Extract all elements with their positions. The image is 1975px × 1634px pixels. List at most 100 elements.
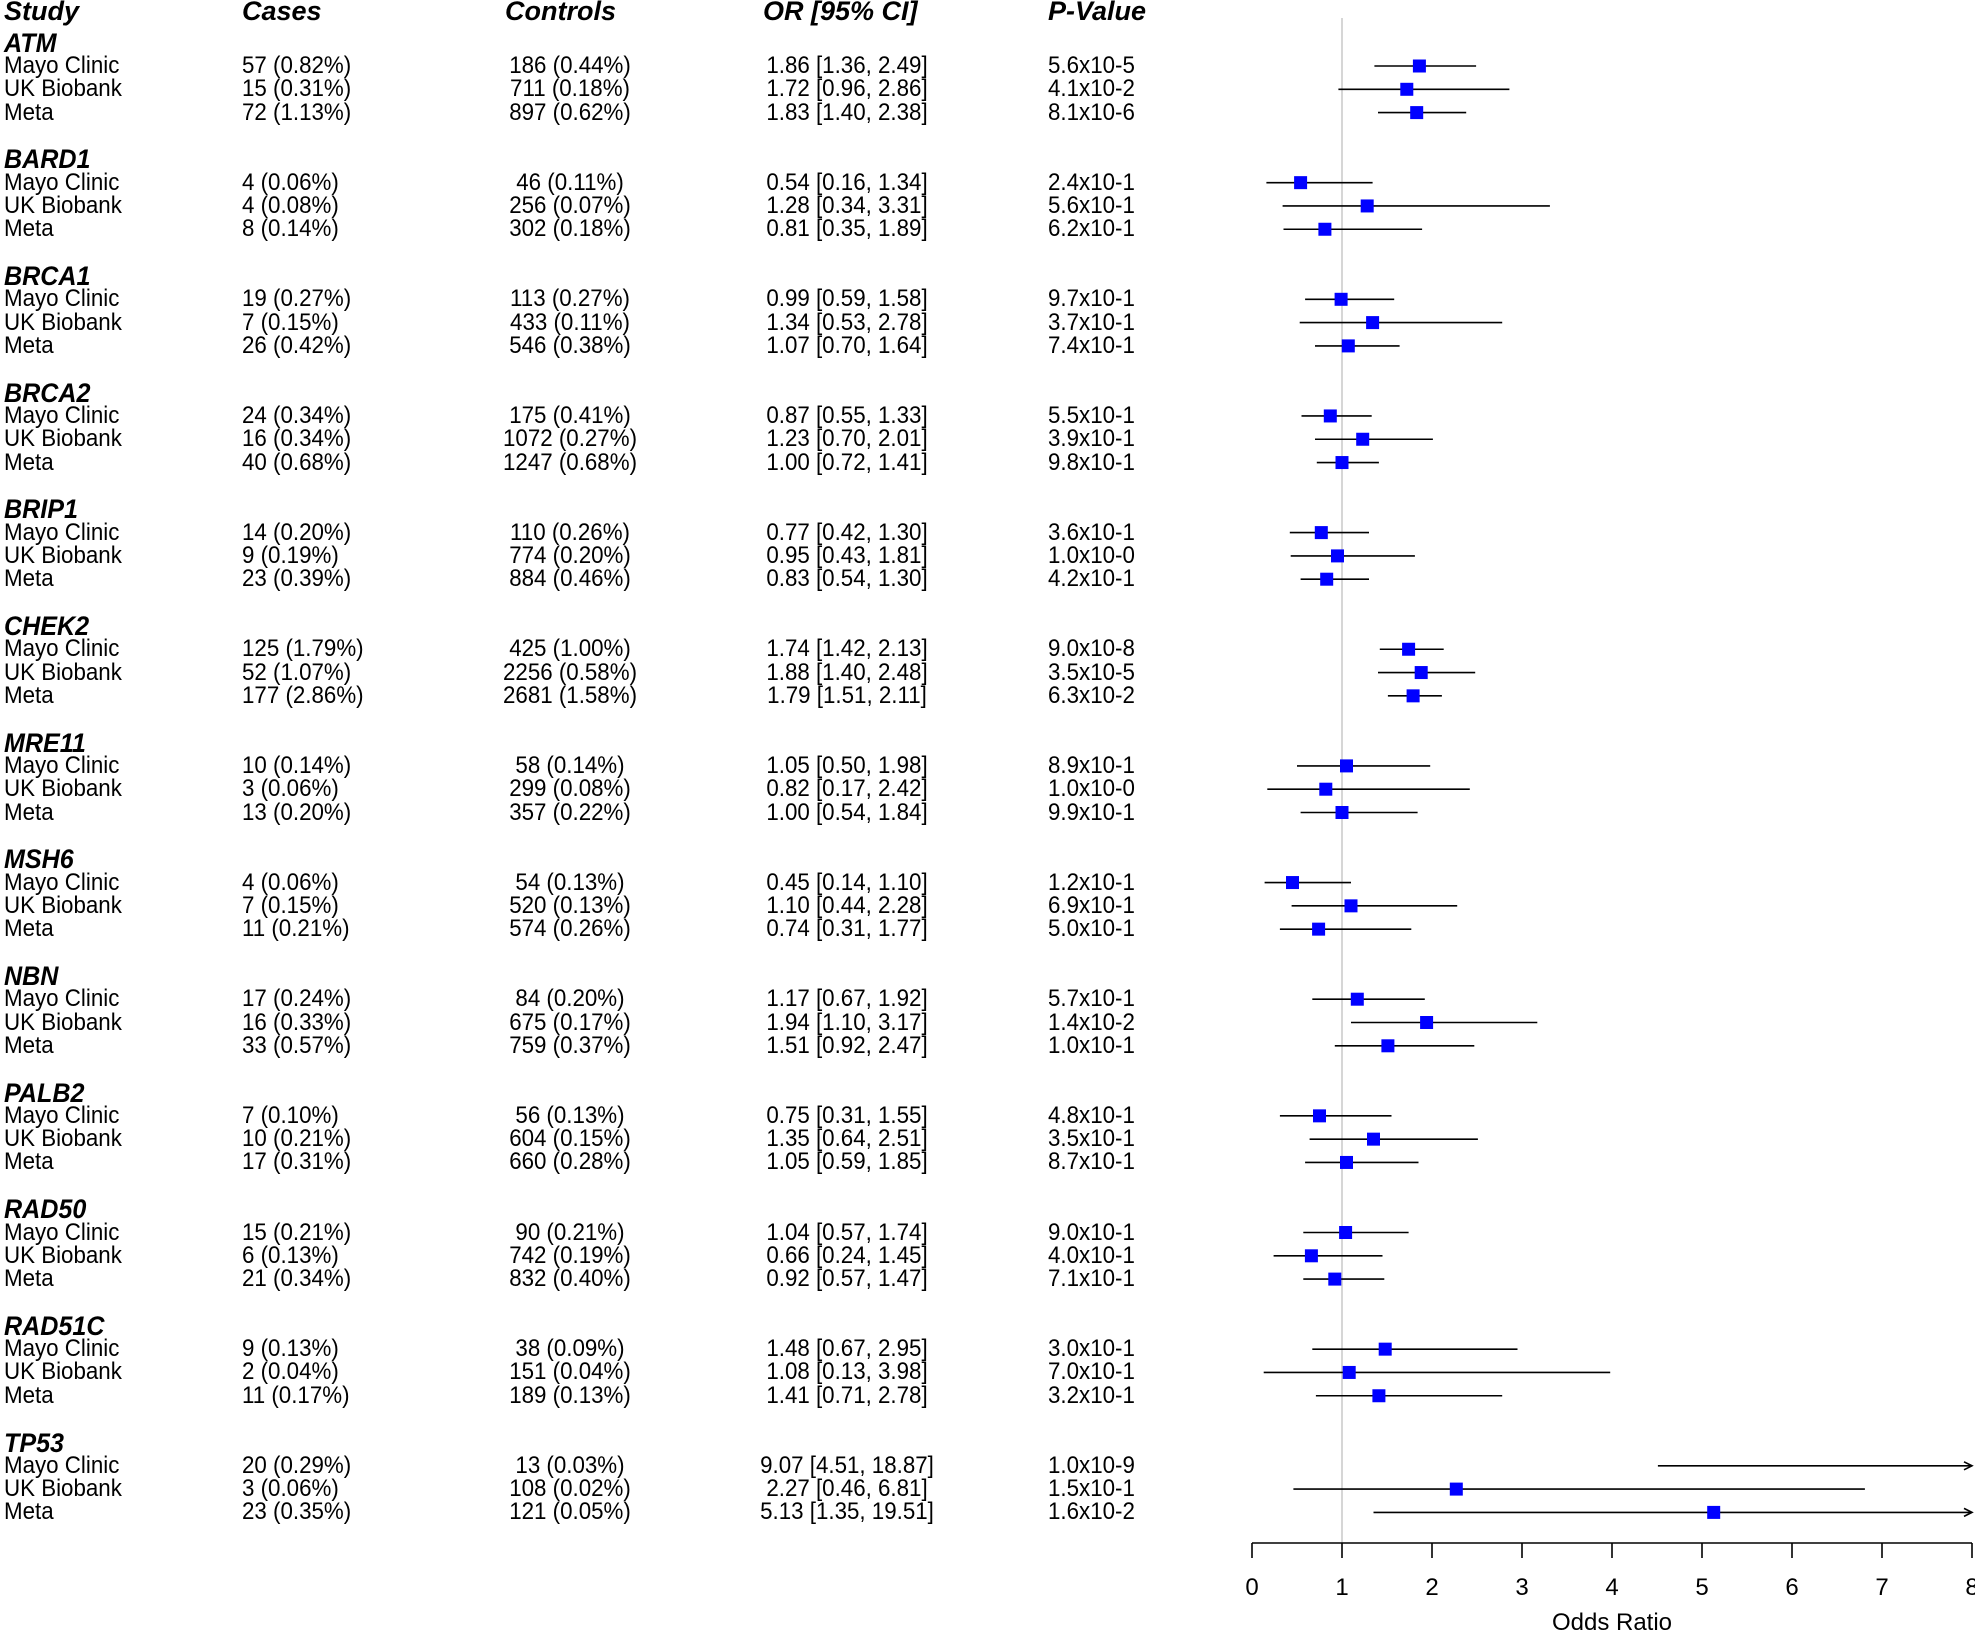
controls-value: 675 (0.17%) <box>509 1008 631 1036</box>
point-estimate-marker <box>1366 316 1380 330</box>
cases-value: 4 (0.08%) <box>242 191 339 219</box>
gene-label: BRCA2 <box>4 377 91 408</box>
gene-label: PALB2 <box>4 1077 85 1108</box>
x-tick-label: 7 <box>1875 1574 1888 1601</box>
point-estimate-marker <box>1381 1039 1395 1053</box>
study-label: Meta <box>4 98 54 126</box>
p-value: 3.5x10-5 <box>1048 658 1135 686</box>
ci-row <box>1312 992 1425 1006</box>
study-label: UK Biobank <box>4 1125 122 1153</box>
p-value: 1.2x10-1 <box>1048 868 1135 896</box>
controls-value: 110 (0.26%) <box>510 518 630 546</box>
or-ci-value: 1.00 [0.72, 1.41] <box>766 448 928 476</box>
point-estimate-marker <box>1334 292 1348 306</box>
controls-value: 54 (0.13%) <box>515 868 625 896</box>
ci-row <box>1315 432 1433 446</box>
ci-row <box>1316 456 1379 470</box>
p-value: 4.8x10-1 <box>1048 1101 1135 1129</box>
or-ci-value: 1.72 [0.96, 2.86] <box>766 75 928 103</box>
p-value: 3.5x10-1 <box>1048 1125 1135 1153</box>
controls-value: 299 (0.08%) <box>509 775 631 803</box>
cases-value: 17 (0.31%) <box>242 1148 352 1176</box>
cases-value: 11 (0.17%) <box>242 1381 350 1409</box>
study-label: UK Biobank <box>4 1241 122 1269</box>
or-ci-value: 0.87 [0.55, 1.33] <box>766 401 928 429</box>
cases-value: 40 (0.68%) <box>242 448 352 476</box>
x-axis-label: Odds Ratio <box>1552 1609 1672 1634</box>
ci-row <box>1338 82 1510 96</box>
study-label: Mayo Clinic <box>4 401 120 429</box>
controls-value: 742 (0.19%) <box>509 1241 631 1269</box>
x-tick-label: 5 <box>1695 1574 1708 1601</box>
study-label: UK Biobank <box>4 1008 122 1036</box>
study-label: UK Biobank <box>4 75 122 103</box>
point-estimate-marker <box>1313 1109 1326 1123</box>
cases-value: 16 (0.33%) <box>242 1008 352 1036</box>
study-label: Meta <box>4 915 54 943</box>
study-label: Meta <box>4 448 54 476</box>
or-ci-value: 1.48 [0.67, 2.95] <box>766 1335 928 1363</box>
ci-row <box>1303 1272 1385 1286</box>
ci-row <box>1290 549 1415 563</box>
cases-value: 57 (0.82%) <box>242 52 352 79</box>
point-estimate-marker <box>1360 199 1374 213</box>
point-estimate-marker <box>1344 899 1358 913</box>
or-ci-value: 0.54 [0.16, 1.34] <box>766 168 928 196</box>
ci-row <box>1315 1389 1503 1403</box>
point-estimate-marker <box>1367 1132 1380 1146</box>
point-estimate-marker <box>1314 526 1328 540</box>
cases-value: 23 (0.39%) <box>242 565 352 593</box>
point-estimate-marker <box>1323 409 1337 423</box>
ci-row <box>1334 1039 1475 1053</box>
or-ci-value: 1.83 [1.40, 2.38] <box>766 98 928 126</box>
arrow-right-icon <box>1963 1507 1974 1518</box>
gene-label: BRIP1 <box>4 494 78 525</box>
point-estimate-marker <box>1335 806 1349 819</box>
ci-row <box>1300 572 1369 586</box>
point-estimate-marker <box>1320 572 1334 586</box>
cases-value: 26 (0.42%) <box>242 331 352 359</box>
study-label: Mayo Clinic <box>4 751 120 779</box>
point-estimate-marker <box>1331 549 1344 563</box>
p-value: 5.6x10-5 <box>1048 52 1135 79</box>
cases-value: 17 (0.24%) <box>242 985 352 1013</box>
point-estimate-marker <box>1342 1365 1356 1379</box>
or-ci-value: 0.82 [0.17, 2.42] <box>766 775 928 803</box>
cases-value: 10 (0.21%) <box>242 1125 352 1153</box>
or-ci-value: 1.86 [1.36, 2.49] <box>766 52 928 79</box>
ci-row <box>1300 806 1418 819</box>
gene-label: MRE11 <box>4 727 86 758</box>
p-value: 1.4x10-2 <box>1048 1008 1135 1036</box>
x-tick-label: 4 <box>1605 1574 1618 1601</box>
controls-value: 884 (0.46%) <box>509 565 631 593</box>
controls-value: 520 (0.13%) <box>509 891 631 919</box>
controls-value: 108 (0.02%) <box>509 1475 631 1503</box>
or-ci-value: 0.83 [0.54, 1.30] <box>766 565 928 593</box>
study-label: UK Biobank <box>4 775 122 803</box>
gene-label: RAD50 <box>4 1194 87 1225</box>
or-ci-value: 5.13 [1.35, 19.51] <box>760 1498 934 1526</box>
cases-value: 125 (1.79%) <box>242 635 364 663</box>
p-value: 8.9x10-1 <box>1048 751 1135 779</box>
p-value: 6.3x10-2 <box>1048 681 1135 709</box>
study-label: Mayo Clinic <box>4 1101 120 1129</box>
p-value: 4.2x10-1 <box>1048 565 1135 593</box>
or-ci-value: 1.05 [0.50, 1.98] <box>766 751 928 779</box>
point-estimate-marker <box>1420 1016 1434 1029</box>
study-label: Meta <box>4 1148 54 1176</box>
cases-value: 9 (0.13%) <box>242 1335 339 1363</box>
cases-value: 72 (1.13%) <box>242 98 352 126</box>
controls-value: 46 (0.11%) <box>516 168 624 196</box>
cases-value: 4 (0.06%) <box>242 168 339 196</box>
ci-row <box>1315 339 1400 353</box>
cases-value: 21 (0.34%) <box>242 1265 352 1293</box>
point-estimate-marker <box>1286 876 1299 890</box>
or-ci-value: 1.28 [0.34, 3.31] <box>766 191 928 219</box>
or-ci-value: 1.41 [0.71, 2.78] <box>766 1381 928 1409</box>
controls-value: 302 (0.18%) <box>509 215 631 243</box>
controls-value: 425 (1.00%) <box>509 635 631 663</box>
x-tick-label: 0 <box>1245 1574 1258 1601</box>
point-estimate-marker <box>1707 1505 1721 1519</box>
study-label: Mayo Clinic <box>4 168 120 196</box>
study-label: UK Biobank <box>4 541 122 569</box>
